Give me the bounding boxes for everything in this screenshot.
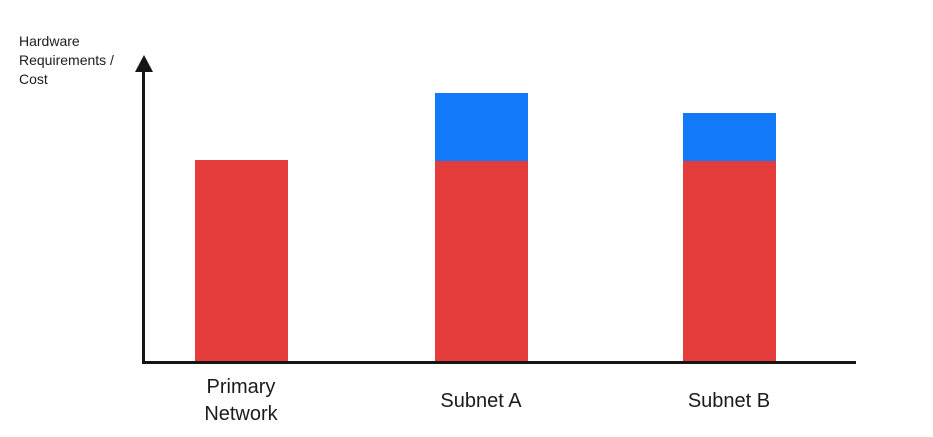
y-axis-arrowhead-icon (135, 55, 153, 72)
category-label: Subnet B (687, 389, 771, 412)
category-label: Primary Network (204, 376, 278, 425)
bar-segment-blue-segment (682, 113, 776, 161)
bar-segment-blue-segment (434, 93, 528, 161)
y-axis-line (142, 66, 145, 362)
bar-segment-red-segment (682, 161, 776, 362)
category-label: Subnet A (440, 389, 522, 412)
y-axis-label: Hardware Requirements / Cost (19, 33, 114, 87)
bar-segment-red-segment (434, 161, 528, 362)
x-axis-line (142, 361, 856, 364)
bar-segment-red-segment (194, 160, 288, 362)
